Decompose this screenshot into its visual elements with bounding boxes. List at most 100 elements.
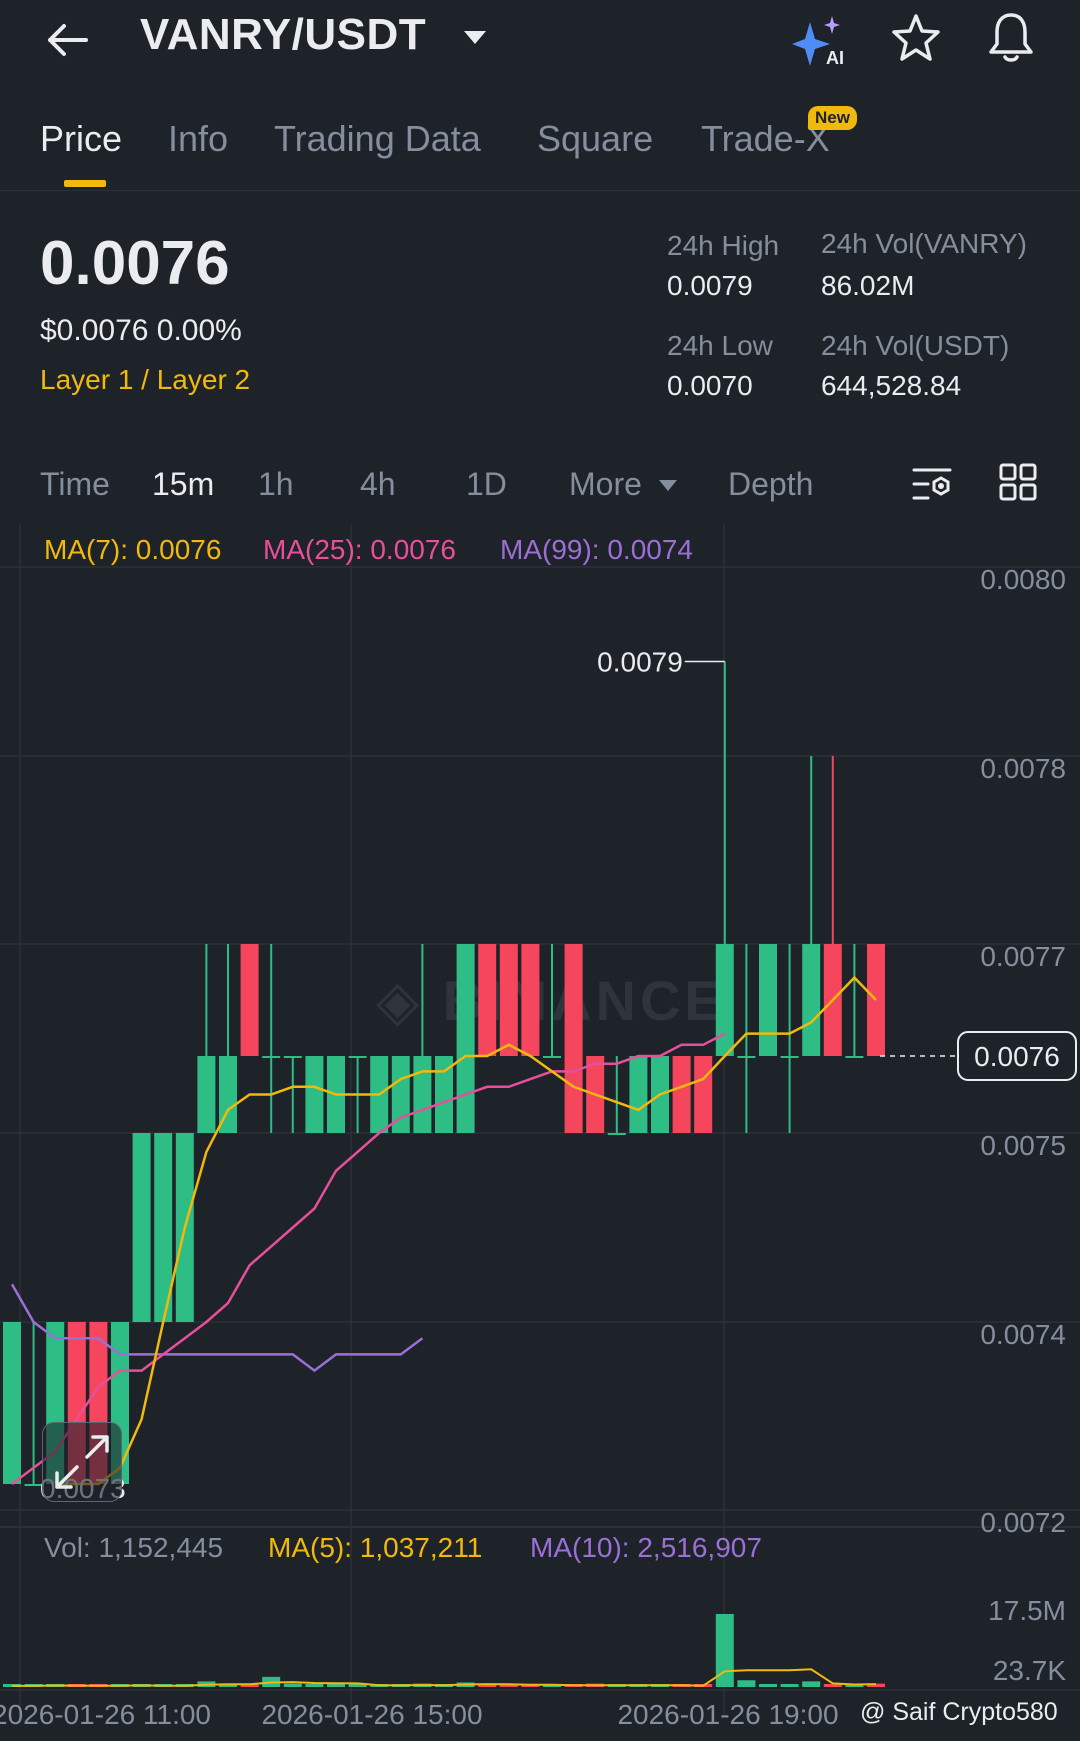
max-price-label: 0.0079 (597, 647, 683, 678)
volume-bar (759, 1684, 777, 1687)
bell-icon[interactable] (985, 10, 1037, 64)
y-tick-label: 0.0072 (980, 1507, 1066, 1538)
candle-body (564, 944, 583, 1133)
candle-body (629, 1056, 648, 1133)
high-label: 24h High (667, 230, 780, 261)
ma7-legend: MA(7): 0.0076 (44, 534, 222, 565)
category-tag[interactable]: Layer 1 / Layer 2 (40, 364, 251, 395)
ai-label: AI (826, 48, 844, 68)
pair-title[interactable]: VANRY/USDT (140, 10, 427, 59)
vol-quote-value: 644,528.84 (821, 370, 962, 401)
candlestick-chart[interactable]: 0.0080 0.0078 0.0077 0.0075 0.0074 0.0072 0.00… (0, 524, 1080, 1741)
y-tick-label: 0.0074 (980, 1319, 1066, 1350)
volume-bar (867, 1683, 885, 1687)
candle-body (283, 1056, 302, 1058)
interval-15m[interactable]: 15m (152, 466, 215, 502)
x-tick-label: 2026-01-26 11:00 (0, 1699, 211, 1730)
volume-bar (802, 1681, 821, 1687)
volume-bar (283, 1683, 302, 1687)
expand-icon (55, 1435, 109, 1489)
candle-body (478, 944, 497, 1056)
active-tab-indicator (64, 180, 106, 187)
x-tick-label: 2026-01-26 15:00 (261, 1699, 482, 1730)
tab-square[interactable]: Square (537, 118, 654, 159)
volume-bar (305, 1684, 324, 1687)
candle-body (24, 1484, 43, 1486)
candle-body (543, 1056, 561, 1058)
watermark-credit: @ Saif Crypto580 (860, 1698, 1058, 1726)
candle-body (737, 1056, 756, 1058)
candle-body (607, 1133, 626, 1135)
current-price-value: 0.0076 (974, 1041, 1060, 1072)
candle-body (845, 1056, 864, 1058)
interval-4h[interactable]: 4h (360, 466, 396, 502)
exchange-watermark: ◈ BINANCE (376, 969, 726, 1032)
high-value: 0.0079 (667, 270, 753, 301)
candle-body (219, 1056, 237, 1133)
candle-body (305, 1056, 324, 1133)
indicator-settings-icon[interactable] (910, 462, 954, 506)
vol-base-value: 86.02M (821, 270, 915, 301)
interval-1h[interactable]: 1h (258, 466, 294, 502)
volume-bar (499, 1684, 518, 1687)
candle-body (694, 1056, 713, 1133)
new-badge: New (808, 106, 857, 130)
interval-depth[interactable]: Depth (728, 466, 814, 502)
candle-body (3, 1322, 21, 1484)
candle-body (348, 1056, 367, 1058)
tab-trading-data[interactable]: Trading Data (274, 118, 481, 159)
candle-body (154, 1133, 173, 1322)
ai-sparkle-icon[interactable]: AI (790, 12, 848, 70)
candle-body (802, 944, 821, 1056)
y-tick-label: 0.0080 (980, 564, 1066, 595)
tab-info[interactable]: Info (168, 118, 229, 159)
vol-ma5-legend: MA(5): 1,037,211 (268, 1532, 483, 1563)
volume-bar (240, 1684, 259, 1687)
chevron-down-icon[interactable] (462, 28, 488, 48)
y-tick-label: 0.0077 (980, 941, 1066, 972)
candle-body (672, 1056, 691, 1133)
candle-body (132, 1133, 151, 1322)
candle-body (197, 1056, 216, 1133)
candle-body (521, 944, 540, 1056)
candle-body (240, 944, 259, 1056)
candle-body (391, 1056, 410, 1133)
fullscreen-button[interactable] (42, 1422, 122, 1502)
volume-bar (737, 1680, 756, 1687)
volume-bar (478, 1683, 497, 1687)
y-tick-label: 0.0078 (980, 753, 1066, 784)
last-price: 0.0076 (40, 229, 230, 298)
interval-1d[interactable]: 1D (466, 466, 507, 502)
chevron-down-icon[interactable] (658, 478, 678, 492)
back-arrow-icon[interactable] (40, 10, 100, 70)
candle-body (456, 944, 475, 1133)
volume-bar (348, 1684, 367, 1687)
interval-more[interactable]: More (569, 466, 642, 502)
candle-body (780, 1056, 799, 1058)
volume-bar (780, 1684, 799, 1687)
candle-body (759, 944, 777, 1056)
tab-bar: Price Info Trading Data Square Trade-X (0, 100, 1080, 191)
ma99-legend: MA(99): 0.0074 (500, 534, 693, 565)
volume-bar (327, 1684, 345, 1687)
top-bar: VANRY/USDT AI (0, 0, 1080, 80)
interval-time[interactable]: Time (40, 466, 110, 502)
current-price-tag (957, 1031, 1077, 1081)
low-value: 0.0070 (667, 370, 753, 401)
star-icon[interactable] (890, 12, 942, 64)
vol-quote-label: 24h Vol(USDT) (821, 330, 1010, 361)
tab-price[interactable]: Price (40, 118, 123, 159)
vol-ma10-legend: MA(10): 2,516,907 (530, 1532, 762, 1563)
low-label: 24h Low (667, 330, 773, 361)
volume-bar (715, 1614, 734, 1687)
ma25-legend: MA(25): 0.0076 (263, 534, 456, 565)
ma7-line (55, 975, 877, 1486)
volume-bar (219, 1683, 237, 1687)
volume-tick-label: 17.5M (988, 1595, 1066, 1626)
candle-body (715, 944, 734, 1056)
ma25-line (11, 1032, 726, 1485)
ma99-line (10, 1283, 424, 1373)
grid-layout-icon[interactable] (998, 462, 1038, 502)
vol-base-label: 24h Vol(VANRY) (821, 228, 1027, 259)
candle-body (435, 1056, 453, 1133)
